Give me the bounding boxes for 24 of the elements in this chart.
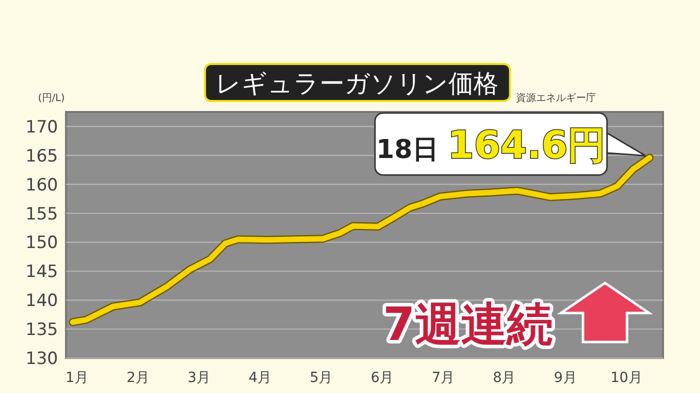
- y-tick-label: 160: [26, 175, 58, 196]
- x-tick-label: 6月: [370, 370, 394, 386]
- x-tick-label: 9月: [554, 370, 577, 386]
- y-tick-label: 145: [26, 262, 58, 282]
- y-tick-label: 165: [26, 146, 58, 166]
- y-axis-title: (円/L): [38, 93, 65, 104]
- y-tick-label: 150: [26, 233, 58, 254]
- x-tick-label: 7月: [432, 370, 455, 386]
- chart-title: レギュラーガソリン価格: [216, 69, 498, 98]
- x-tick-label: 1月: [66, 370, 88, 386]
- text: 資源エネルギー庁: [516, 92, 596, 104]
- annotation: 18日 164.6円: [376, 123, 606, 167]
- x-tick-label: 8月: [492, 370, 516, 386]
- x-tick-label: 3月: [188, 370, 211, 386]
- y-tick-label: 130: [26, 349, 58, 369]
- x-tick-label: 10月: [610, 370, 642, 386]
- y-tick-label: 140: [26, 291, 58, 312]
- annotation: 7週連続: [382, 297, 554, 351]
- y-tick-label: 170: [26, 117, 58, 138]
- x-tick-label: 4月: [248, 370, 272, 386]
- y-tick-label: 155: [26, 204, 58, 224]
- x-tick-label: 5月: [310, 370, 333, 386]
- y-tick-label: 135: [26, 320, 58, 340]
- x-tick-label: 2月: [126, 370, 150, 386]
